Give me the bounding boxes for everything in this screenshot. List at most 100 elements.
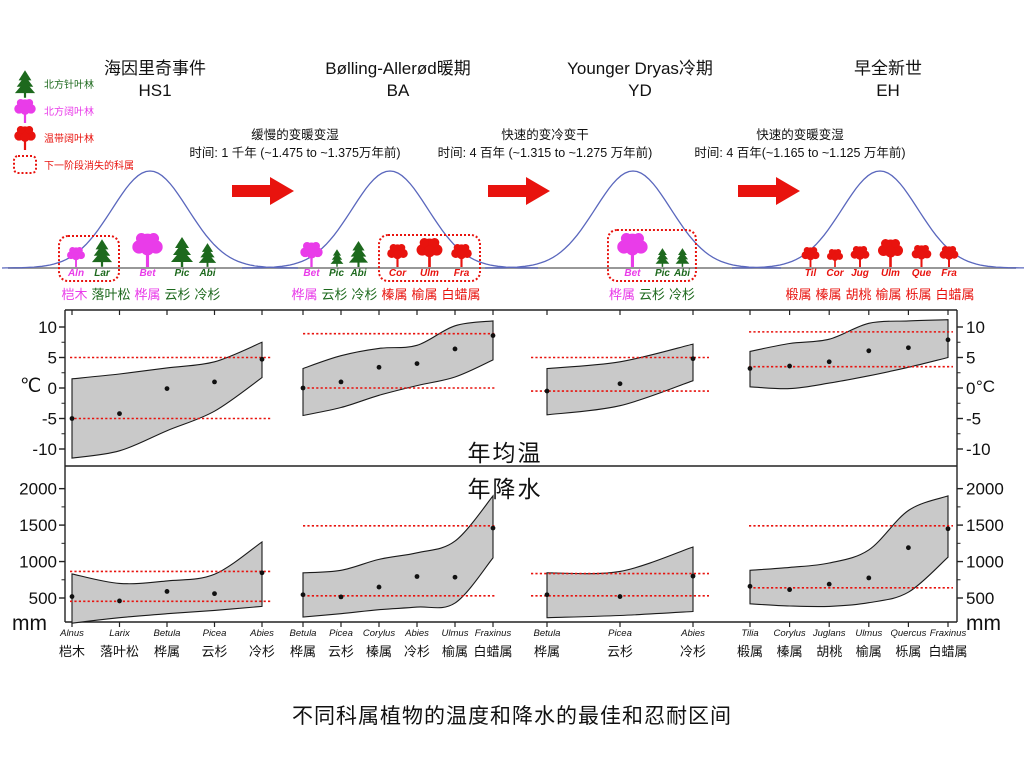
broadleaf-tree-icon — [67, 247, 85, 267]
genus-cn-label: 白蜡属 — [928, 644, 967, 659]
conifer-tree-icon — [171, 237, 193, 267]
period-abbr: EH — [876, 81, 900, 101]
y-tick-label: 1500 — [19, 516, 57, 535]
disappearing-taxa-box: Bet Pic Abi — [606, 229, 698, 282]
tree-abbr-label: Jug — [851, 268, 869, 279]
conifer-tree-icon — [8, 69, 42, 98]
tree-item: Que — [910, 245, 934, 280]
legend-item-boreal-conifer: 北方针叶林 — [8, 69, 134, 98]
y-tick-label: 500 — [29, 589, 57, 608]
genus-cn-label: 云杉 — [607, 644, 633, 659]
y-tick-label: -10 — [966, 440, 991, 459]
taxon-cn-label: 桦属 — [134, 287, 161, 302]
tolerance-band-precip-yd — [546, 546, 694, 619]
genus-label: Abies — [404, 628, 429, 639]
tree-abbr-label: Lar — [94, 268, 110, 279]
genus-cn-label: 云杉 — [328, 644, 354, 659]
transition-time: 时间: 4 百年 (~1.315 to ~1.275 万年前) — [437, 145, 653, 160]
taxon-cn-label: 白蜡属 — [441, 287, 481, 302]
tree-item: Ulm — [414, 238, 445, 280]
legend-label: 温带阔叶林 — [44, 134, 94, 145]
disappearing-taxa-box: Cor Ulm Fra — [378, 234, 482, 282]
genus-cn-label: 榛属 — [366, 644, 392, 659]
scene-yd: Bet Pic Abi — [606, 229, 698, 282]
tree-item: Jug — [849, 246, 872, 280]
optimum-dots — [747, 337, 951, 371]
tolerance-band-precip-eh — [749, 495, 949, 608]
genus-cn-label: 冷杉 — [249, 644, 275, 659]
optimum-dots — [544, 573, 696, 599]
genus-label: Fraxinus — [475, 628, 512, 639]
genus-cn-label: 榆属 — [442, 644, 468, 659]
taxon-cn-label: 云杉 — [164, 287, 191, 302]
conifer-tree-icon — [675, 248, 689, 267]
genus-label: Alnus — [59, 628, 84, 639]
taxon-cn-label: 白蜡属 — [935, 287, 975, 302]
genus-label: Betula — [534, 628, 561, 639]
taxon-cn-label: 桦属 — [608, 287, 635, 302]
y-tick-label: 5 — [48, 349, 57, 368]
tree-item: Bet — [129, 233, 166, 280]
period-title: 早全新世 — [854, 59, 922, 78]
tree-abbr-label: Cor — [826, 268, 844, 279]
genus-cn-label: 落叶松 — [100, 644, 139, 659]
genus-label: Fraxinus — [930, 628, 967, 639]
temp-unit-right: °C — [976, 377, 996, 396]
tree-abbr-label: Pic — [328, 268, 345, 279]
chart-frame — [64, 309, 958, 623]
tree-item: Lar — [91, 239, 113, 280]
tree-item: Fra — [449, 244, 474, 280]
population-curve — [731, 170, 1024, 269]
optimum-dots — [69, 356, 265, 421]
tree-abbr-label: Pic — [654, 268, 670, 279]
taxon-cn-label: 桤木 — [61, 287, 88, 302]
genus-cn-label: 云杉 — [201, 644, 227, 659]
optimum-dots — [747, 526, 951, 593]
legend-label: 下一阶段消失的科属 — [44, 161, 134, 172]
precip-chart-title: 年降水 — [467, 476, 543, 502]
genus-label: Ulmus — [442, 628, 469, 639]
transition-arrow-icon — [232, 176, 294, 211]
broadleaf-tree-icon — [14, 98, 36, 123]
taxon-cn-label: 椴属 — [785, 287, 812, 302]
tree-abbr-label: Abi — [673, 268, 691, 279]
taxon-cn-label: 冷杉 — [194, 287, 221, 302]
transition-3: 快速的变暖变湿 时间: 4 百年(~1.165 to ~1.125 万年前) — [694, 127, 905, 162]
broadleaf-tree-icon — [132, 233, 163, 267]
taxon-cn-label: 榆属 — [875, 287, 902, 302]
taxon-cn-label: 榛属 — [381, 287, 408, 302]
taxon-cn-label: 榛属 — [815, 287, 842, 302]
tree-item: Bet — [298, 242, 325, 280]
scene-taxa-row: 桤木 落叶松 桦属 云杉 冷杉 — [59, 284, 222, 303]
genus-cn-label: 榛属 — [777, 644, 803, 659]
taxon-cn-label: 栎属 — [905, 287, 932, 302]
y-tick-label: -10 — [32, 440, 57, 459]
genus-cn-label: 桦属 — [290, 644, 316, 659]
y-tick-label: 0 — [966, 379, 975, 398]
temp-chart-title: 年均温 — [467, 440, 543, 466]
period-abbr: HS1 — [138, 81, 172, 101]
tree-item: Bet — [614, 233, 651, 280]
taxon-cn-label: 胡桃 — [845, 287, 872, 302]
genus-label: Abies — [680, 628, 705, 639]
broadleaf-tree-icon — [939, 246, 959, 267]
optimum-dots — [300, 333, 496, 391]
conifer-tree-icon — [198, 243, 217, 267]
optimum-dots — [300, 525, 496, 600]
genus-label: Juglans — [812, 628, 846, 639]
tree-item: Abi — [198, 243, 217, 280]
genus-cn-label: 栎属 — [895, 644, 921, 659]
broadleaf-tree-icon — [826, 249, 844, 267]
conifer-tree-icon — [14, 69, 36, 98]
tree-item: Fra — [938, 246, 961, 280]
taxon-cn-label: 云杉 — [321, 287, 348, 302]
tolerance-band-precip-ba — [302, 494, 494, 618]
precip-unit-left: mm — [12, 612, 47, 635]
broadleaf-tree-icon — [451, 244, 472, 267]
period-header-yd: Younger Dryas冷期 YD — [567, 58, 713, 102]
tolerance-band-temp-ba — [302, 320, 494, 417]
genus-cn-label: 椴属 — [737, 644, 763, 659]
y-tick-label: 1000 — [19, 553, 57, 572]
population-curve — [1, 170, 299, 269]
